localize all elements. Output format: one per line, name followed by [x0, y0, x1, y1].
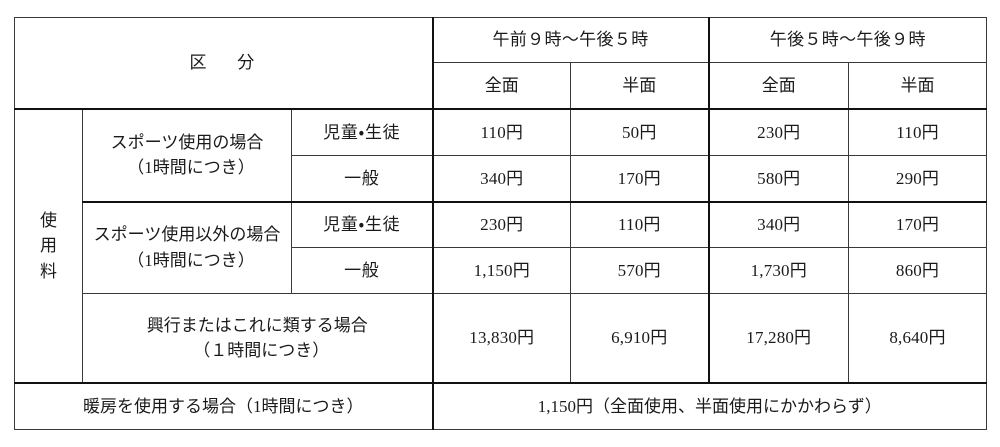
header-row-sides: 全面 半面 全面 半面	[15, 62, 988, 110]
fee-group-label-char-2: 用	[40, 236, 57, 256]
price-nonsports-students-evening-half: 170円	[848, 200, 988, 249]
header-side-evening-full: 全面	[707, 62, 850, 110]
price-nonsports-students-evening-full: 340円	[707, 200, 850, 249]
price-nonsports-general-morning-half: 570円	[570, 247, 710, 294]
category-sports: スポーツ使用の場合 （1時間につき）	[82, 108, 292, 203]
table-row-heating: 暖房を使用する場合（1時間につき） 1,150円（全面使用、半面使用にかかわらず…	[13, 382, 988, 431]
price-sports-general-evening-half: 290円	[848, 154, 988, 203]
who-general-nonsports: 一般	[290, 247, 434, 294]
price-sports-students-morning-half: 50円	[570, 108, 710, 156]
header-band-morning: 午前９時～午後５時	[431, 16, 710, 64]
price-kogyo-evening-full: 17,280円	[707, 292, 850, 384]
table-row-nonsports-general: 一般 1,150円 570円 1,730円 860円	[15, 247, 988, 294]
fee-group-label-char-1: 使	[40, 210, 57, 230]
table-row-sports-students: 使 用 料 スポーツ使用の場合 （1時間につき） 児童・生徒 110円 50円 …	[14, 108, 988, 384]
price-sports-students-evening-full: 230円	[707, 108, 850, 156]
table-row-sports-general: 一般 340円 170円 580円 290円	[15, 154, 988, 203]
price-sports-general-morning-half: 170円	[570, 154, 710, 203]
price-sports-students-evening-half: 110円	[848, 108, 988, 156]
header-side-morning-half: 半面	[570, 62, 710, 110]
price-sports-students-morning-full: 110円	[431, 108, 572, 156]
header-kubun-cell: 区分	[13, 17, 434, 110]
header-kubun-char-1: 区	[189, 53, 210, 73]
fee-group-label: 使 用 料	[14, 108, 83, 384]
price-nonsports-general-morning-full: 1,150円	[431, 247, 572, 294]
price-nonsports-general-evening-full: 1,730円	[707, 247, 850, 294]
price-sports-general-morning-full: 340円	[431, 154, 572, 203]
header-side-evening-half: 半面	[848, 62, 988, 110]
header-kubun-char-2: 分	[237, 53, 257, 73]
category-sports-line1: スポーツ使用の場合	[110, 132, 264, 152]
category-kogyo-line1: 興行またはこれに類する場合	[146, 315, 368, 335]
heating-label: 暖房を使用する場合（1時間につき）	[13, 382, 434, 431]
price-kogyo-morning-half: 6,910円	[570, 292, 710, 384]
table-row-kogyo: 興行またはこれに類する場合 （１時間につき） 13,830円 6,910円 17…	[15, 292, 988, 384]
price-kogyo-morning-full: 13,830円	[431, 292, 572, 384]
price-nonsports-students-morning-half: 110円	[570, 200, 710, 249]
header-band-evening: 午後５時～午後９時	[707, 16, 988, 64]
category-nonsports-line1: スポーツ使用以外の場合	[93, 225, 281, 245]
header-side-morning-full: 全面	[431, 62, 572, 110]
category-nonsports: スポーツ使用以外の場合 （1時間につき）	[82, 200, 292, 294]
price-nonsports-students-morning-full: 230円	[431, 200, 572, 249]
table-row-nonsports-students: スポーツ使用以外の場合 （1時間につき） 児童・生徒 230円 110円 340…	[15, 200, 988, 294]
category-kogyo: 興行またはこれに類する場合 （１時間につき）	[81, 292, 434, 384]
price-sports-general-evening-full: 580円	[707, 154, 850, 203]
who-students-sports: 児童・生徒	[290, 108, 434, 156]
fee-group-label-char-3: 料	[40, 261, 57, 281]
category-kogyo-line2: （１時間につき）	[193, 341, 330, 360]
category-nonsports-line2: （1時間につき）	[127, 250, 255, 270]
heating-value: 1,150円（全面使用、半面使用にかかわらず）	[431, 382, 988, 431]
who-students-nonsports: 児童・生徒	[290, 200, 434, 249]
price-kogyo-evening-half: 8,640円	[848, 292, 988, 384]
header-row-bands: 区分 午前９時～午後５時 午後５時～午後９時	[13, 16, 988, 110]
category-sports-line2: （1時間につき）	[127, 158, 255, 178]
who-general-sports: 一般	[290, 154, 434, 203]
price-nonsports-general-evening-half: 860円	[848, 247, 988, 294]
usage-fee-table: 区分 午前９時～午後５時 午後５時～午後９時 全面 半面 全面 半面 使 用	[13, 16, 988, 431]
